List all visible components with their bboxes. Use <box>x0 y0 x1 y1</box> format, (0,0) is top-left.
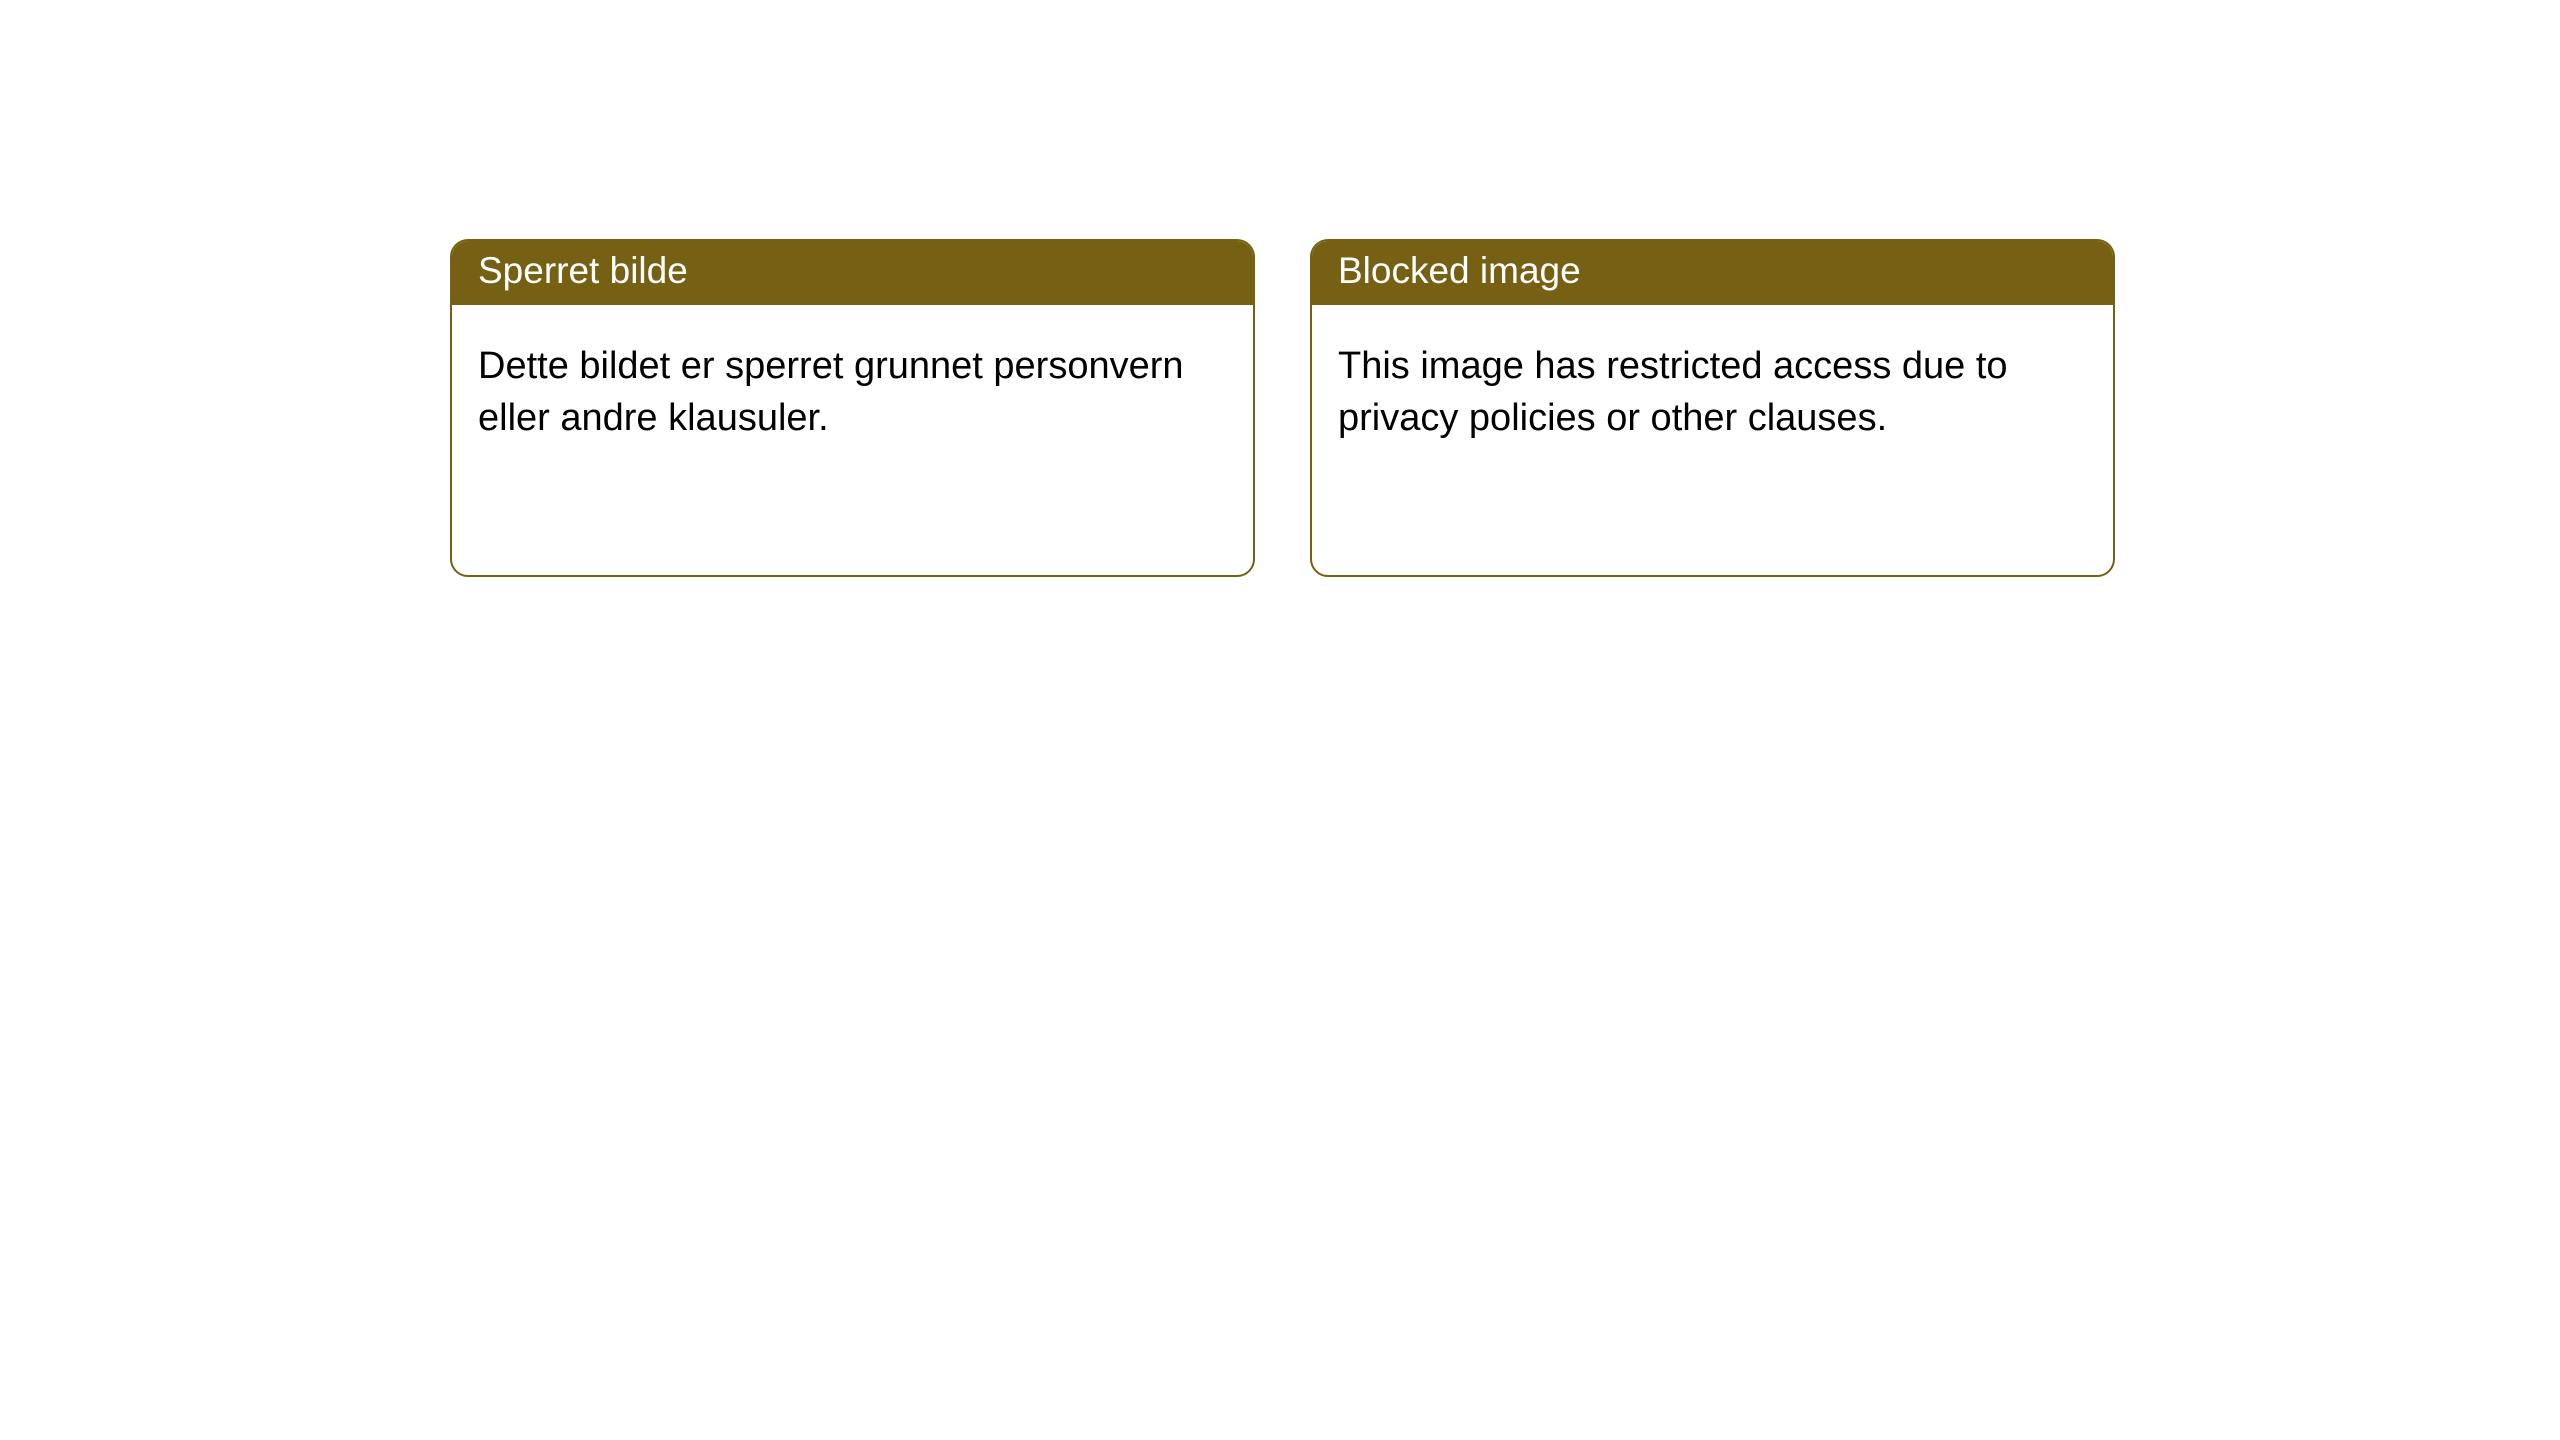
notice-card-english: Blocked image This image has restricted … <box>1310 239 2115 577</box>
notice-card-norwegian: Sperret bilde Dette bildet er sperret gr… <box>450 239 1255 577</box>
notice-container: Sperret bilde Dette bildet er sperret gr… <box>450 239 2115 577</box>
notice-body: This image has restricted access due to … <box>1312 305 2113 575</box>
notice-body: Dette bildet er sperret grunnet personve… <box>452 305 1253 575</box>
notice-title: Sperret bilde <box>452 241 1253 305</box>
notice-title: Blocked image <box>1312 241 2113 305</box>
